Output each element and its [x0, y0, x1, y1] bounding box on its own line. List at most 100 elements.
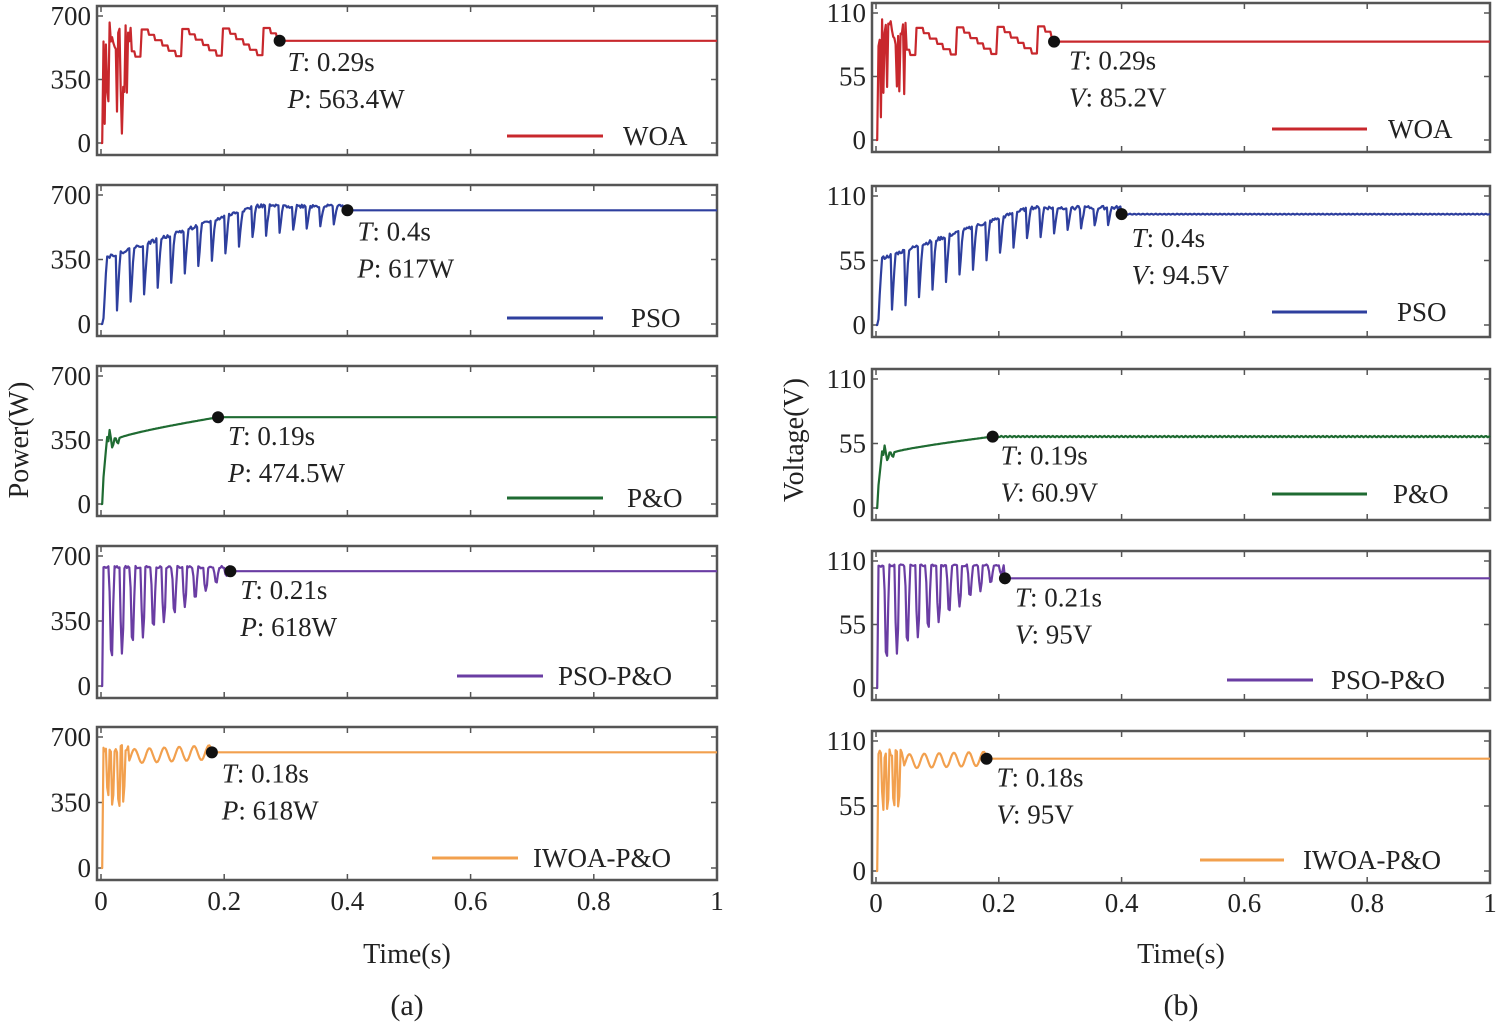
series-line-woa: [876, 18, 1490, 142]
y-tick-label: 700: [51, 722, 92, 752]
annotation-letter-t: T: [1132, 223, 1149, 253]
series-line-pso: [101, 203, 717, 326]
annotation-value-text: : 95V: [1013, 800, 1074, 830]
y-tick-label: 110: [827, 726, 867, 756]
annotation-letter-v: P: [287, 84, 305, 114]
x-tick-label: 0.8: [577, 886, 611, 916]
annotation-value-text: : 618W: [238, 795, 319, 825]
x-tick-label: 0.8: [1350, 888, 1384, 918]
y-tick-label: 350: [51, 788, 92, 818]
annotation-time-value: : 0.18s: [1012, 763, 1084, 793]
annotation-letter-t: T: [1069, 46, 1086, 76]
subplot-b-2: 0 55 110 T: 0.4s V: 94.5V PSO: [827, 181, 1492, 340]
legend-label: PSO: [631, 303, 681, 333]
series-line-iwoa-p&o: [876, 748, 1490, 873]
annotation-time: T: 0.18s: [222, 758, 309, 788]
x-axis-label: Time(s): [1137, 939, 1225, 970]
annotation-value: V: 95V: [997, 800, 1075, 830]
y-tick-label: 110: [827, 546, 867, 576]
x-tick-label: 0.4: [331, 886, 365, 916]
y-tick-label: 350: [51, 245, 92, 275]
annotation-letter-t: T: [240, 575, 257, 605]
annotation-value: P: 618W: [239, 612, 337, 642]
annotation-time-value: : 0.19s: [243, 421, 315, 451]
y-tick-label: 0: [78, 853, 92, 883]
x-tick-label: 0.6: [1228, 888, 1262, 918]
plot-frame: [95, 364, 719, 518]
annotation-letter-t: T: [357, 216, 374, 246]
settling-marker: [341, 204, 354, 217]
series-line-iwoa-p&o: [101, 744, 717, 870]
annotation-time-value: : 0.18s: [237, 758, 309, 788]
y-tick-label: 350: [51, 65, 92, 95]
panel-caption: (a): [390, 989, 423, 1022]
annotation-letter-t: T: [997, 763, 1014, 793]
annotation-value-text: : 474.5W: [245, 458, 346, 488]
annotation-letter-t: T: [288, 47, 305, 77]
y-tick-label: 0: [78, 671, 92, 701]
y-tick-label: 0: [78, 309, 92, 339]
y-tick-label: 110: [827, 364, 867, 394]
y-tick-label: 700: [51, 541, 92, 571]
annotation-time-value: : 0.29s: [303, 47, 375, 77]
annotation-time: T: 0.4s: [1132, 223, 1206, 253]
settling-marker: [986, 430, 999, 443]
legend-label: PSO-P&O: [1331, 665, 1445, 695]
annotation-value-text: : 85.2V: [1086, 83, 1168, 113]
annotation-time-value: : 0.21s: [1030, 582, 1102, 612]
legend-label: P&O: [1393, 479, 1449, 509]
y-tick-label: 700: [51, 180, 92, 210]
annotation-letter-t: T: [1015, 582, 1032, 612]
annotation-value: P: 617W: [356, 253, 454, 283]
settling-marker: [1048, 35, 1061, 48]
annotation-time-value: : 0.4s: [1147, 223, 1206, 253]
y-tick-label: 0: [853, 856, 867, 886]
settling-marker: [998, 572, 1011, 585]
annotation-time: T: 0.19s: [1001, 441, 1088, 471]
settling-marker: [205, 746, 218, 759]
annotation-value-text: : 617W: [374, 253, 455, 283]
annotation-value-text: : 94.5V: [1148, 260, 1230, 290]
legend-label: PSO: [1397, 297, 1447, 327]
y-tick-label: 55: [839, 246, 866, 276]
subplot-a-1: 0 350 700 T: 0.29s P: 563.4W WOA: [51, 1, 719, 158]
y-tick-label: 350: [51, 606, 92, 636]
plot-frame: [870, 1, 1492, 154]
legend-label: WOA: [1388, 114, 1453, 144]
y-axis-label: Voltage(V): [779, 378, 810, 502]
annotation-letter-v: V: [1132, 260, 1152, 290]
y-tick-label: 110: [827, 0, 867, 28]
annotation-time: T: 0.19s: [228, 421, 315, 451]
subplot-a-5: 0 350 700 T: 0.18s P: 618W IWOA-P&O: [51, 722, 719, 883]
y-tick-label: 0: [78, 489, 92, 519]
annotation-letter-v: V: [1015, 619, 1035, 649]
y-tick-label: 0: [78, 128, 92, 158]
y-tick-label: 700: [51, 1, 92, 31]
annotation-value-text: : 60.9V: [1017, 478, 1099, 508]
legend-label: PSO-P&O: [558, 661, 672, 691]
annotation-letter-t: T: [222, 758, 239, 788]
subplot-b-5: 0 55 110 T: 0.18s V: 95V IWOA-P&O: [827, 726, 1492, 886]
plot-frame: [870, 729, 1492, 885]
plot-frame: [95, 183, 719, 338]
annotation-time: T: 0.29s: [288, 47, 375, 77]
plot-frame: [870, 184, 1492, 339]
annotation-value-text: : 563.4W: [304, 84, 405, 114]
x-axis-label: Time(s): [363, 939, 451, 970]
settling-marker: [224, 565, 237, 578]
subplot-a-4: 0 350 700 T: 0.21s P: 618W PSO-P&O: [51, 541, 719, 701]
annotation-time: T: 0.29s: [1069, 46, 1156, 76]
annotation-letter-v: P: [227, 458, 245, 488]
plot-frame: [95, 725, 719, 882]
series-line-p&o: [101, 416, 717, 506]
plot-frame: [870, 367, 1492, 522]
annotation-value: V: 60.9V: [1001, 478, 1099, 508]
x-tick-label: 1: [710, 886, 724, 916]
annotation-value-text: : 618W: [257, 612, 338, 642]
x-tick-label: 1: [1483, 888, 1497, 918]
y-axis-label: Power(W): [4, 382, 35, 499]
x-tick-label: 0.2: [982, 888, 1016, 918]
y-tick-label: 55: [839, 610, 866, 640]
y-tick-label: 55: [839, 791, 866, 821]
